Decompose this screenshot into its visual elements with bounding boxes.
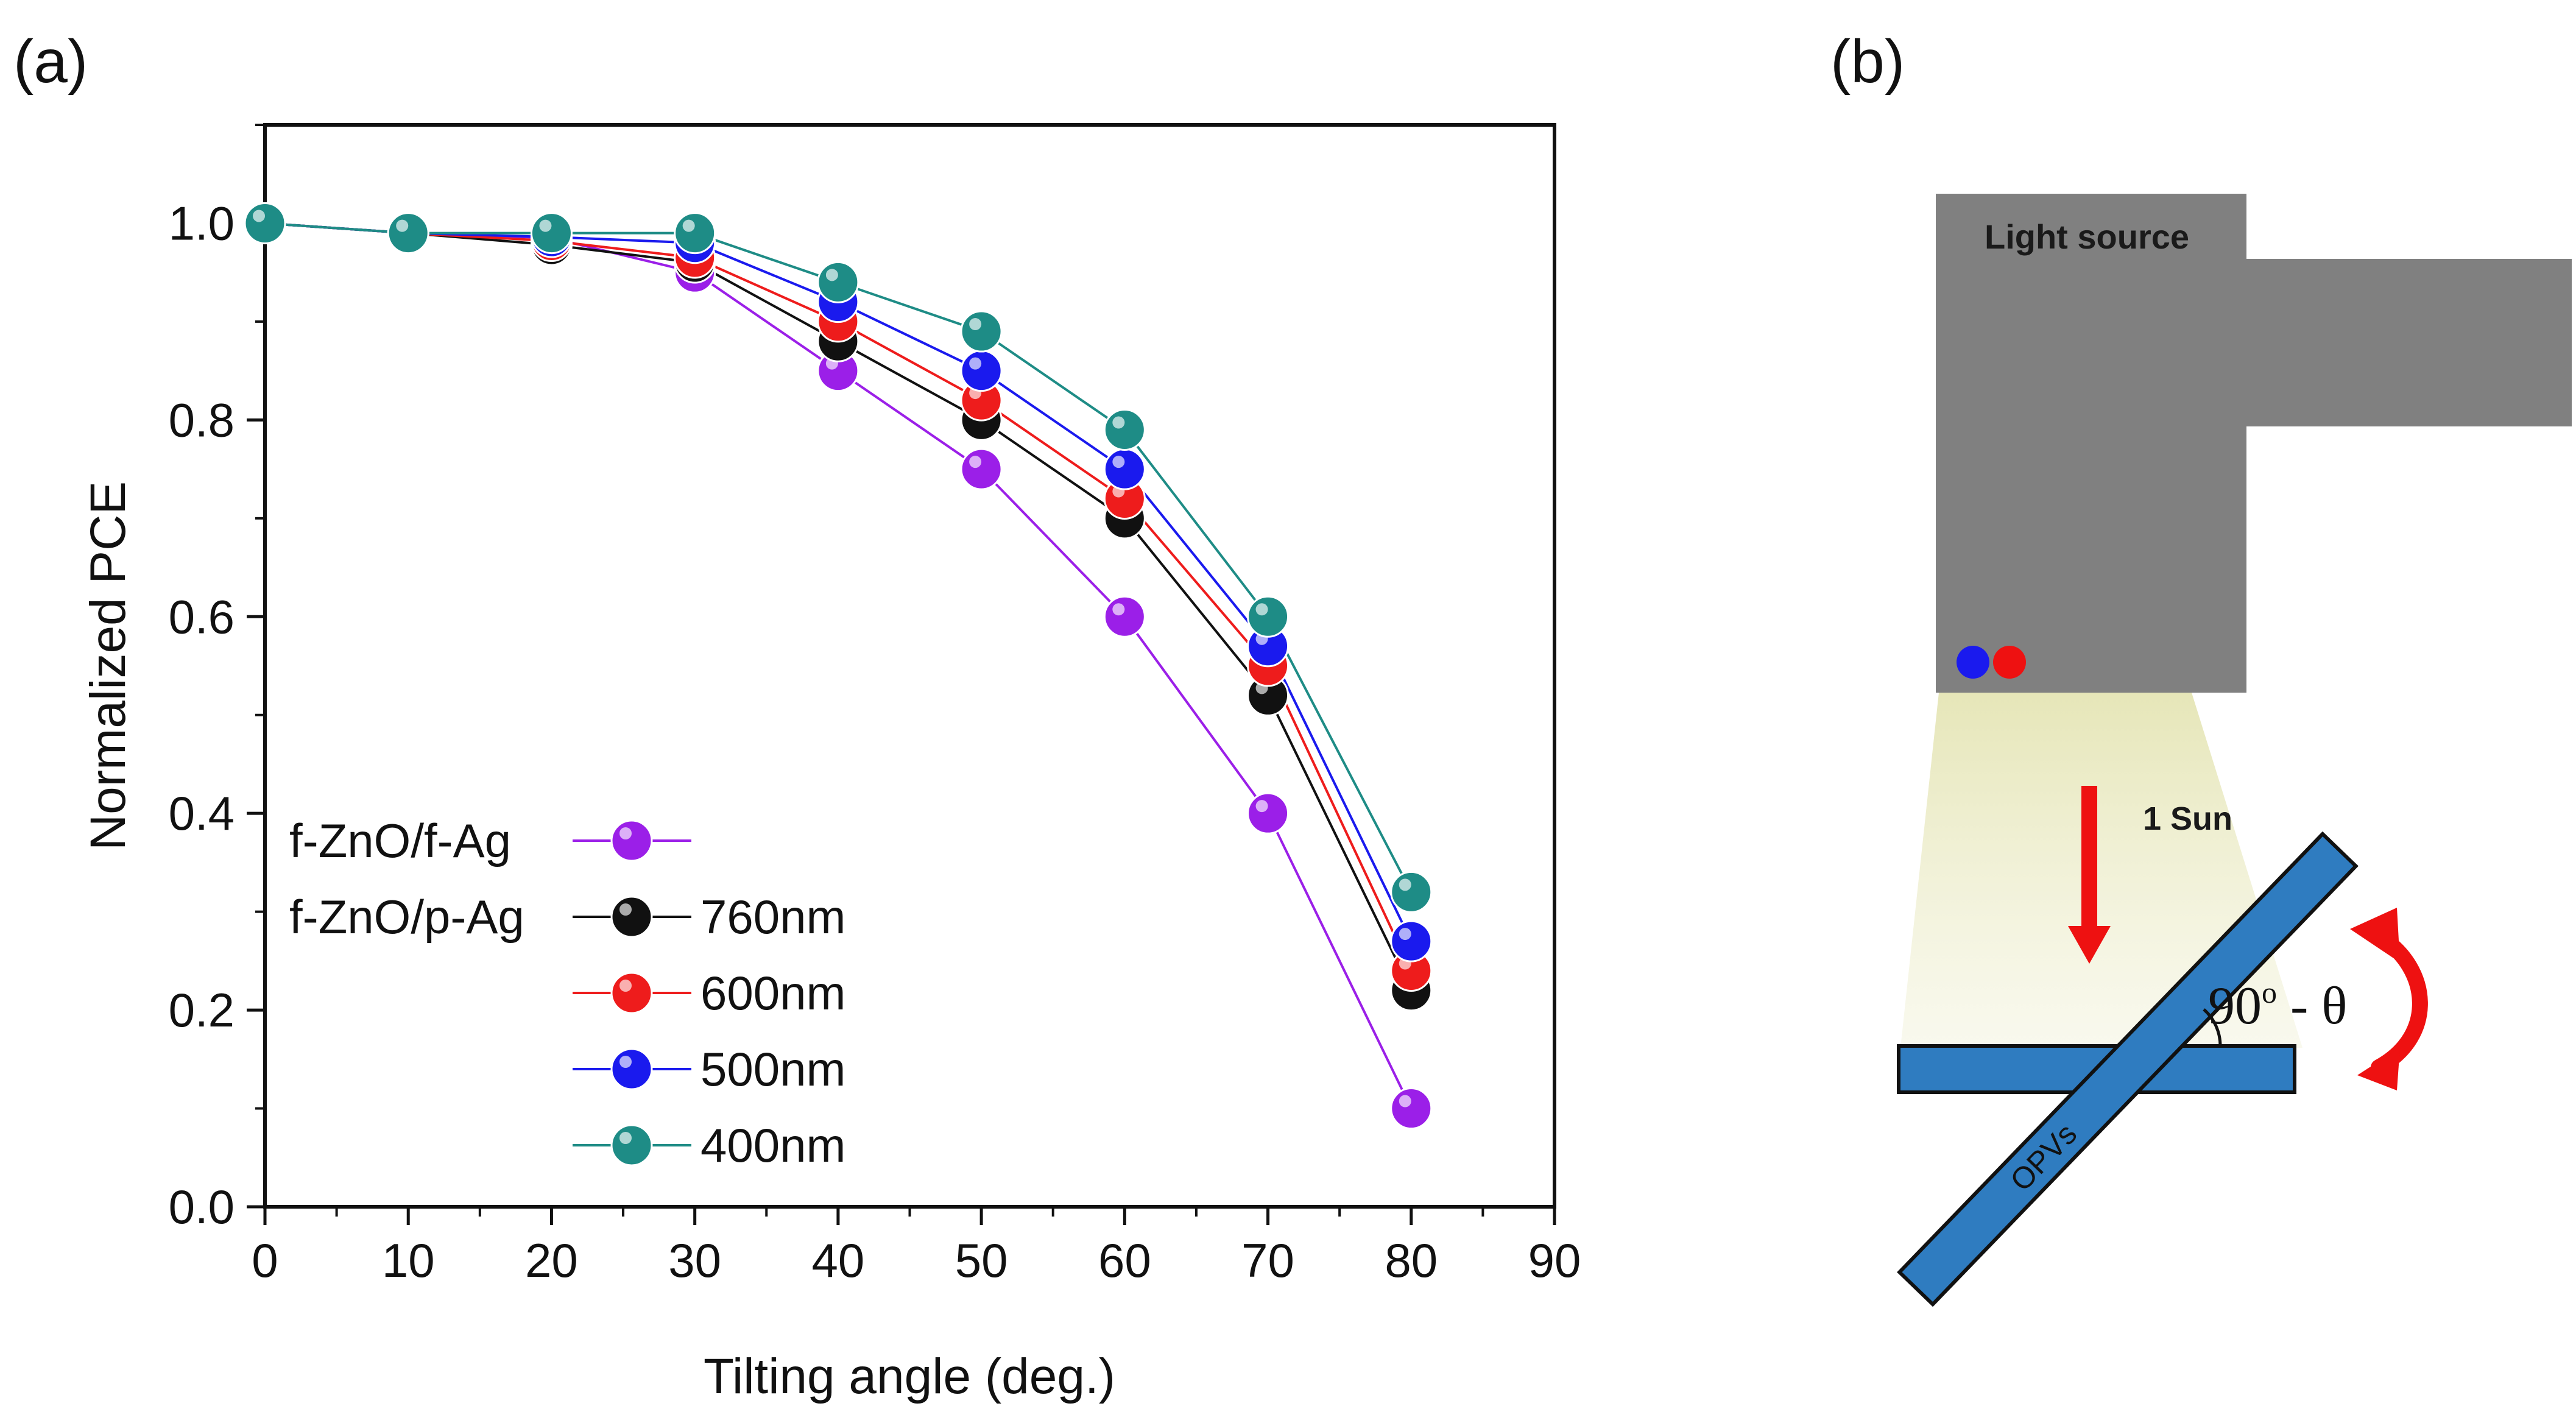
plot-frame bbox=[263, 123, 1556, 1209]
opv-tilted-plate: OPVs bbox=[1897, 831, 2359, 1307]
data-point bbox=[960, 350, 1003, 392]
light-source-label: Light source bbox=[1985, 217, 2189, 256]
legend-label: 600nm bbox=[700, 966, 846, 1020]
data-point bbox=[387, 212, 429, 255]
legend-marker bbox=[610, 819, 653, 862]
y-tick-label: 1.0 bbox=[169, 196, 235, 250]
legend-marker bbox=[610, 972, 653, 1014]
y-tick-label: 0.6 bbox=[169, 590, 235, 643]
legend-label: 500nm bbox=[700, 1042, 846, 1096]
data-point bbox=[960, 310, 1003, 353]
panel-a-label: (a) bbox=[13, 27, 88, 96]
data-point bbox=[530, 212, 573, 255]
data-point bbox=[1247, 792, 1290, 835]
angle-label: 90o - θ bbox=[2208, 975, 2347, 1036]
data-point bbox=[1247, 674, 1290, 716]
data-point bbox=[1390, 871, 1433, 913]
panel-b-label: (b) bbox=[1830, 27, 1905, 96]
y-tick-label: 0.2 bbox=[169, 983, 235, 1037]
legend-group-label: f-ZnO/f-Ag bbox=[289, 814, 511, 867]
chart-panel-a: 0 10 20 30 40 50 60 70 80 90 0.0 0.2 0.4 0.6 0.8 1.0 f… bbox=[80, 123, 1581, 1404]
y-tick-label: 0.4 bbox=[169, 786, 235, 840]
data-point bbox=[674, 212, 716, 255]
rotation-arrow-icon bbox=[2350, 908, 2428, 1090]
y-tick-label: 0.0 bbox=[169, 1180, 235, 1234]
series-points bbox=[244, 202, 1433, 1130]
x-axis-ticks: 0 10 20 30 40 50 60 70 80 90 bbox=[252, 1207, 1581, 1287]
blue-dot bbox=[1957, 646, 1989, 679]
x-tick-label: 80 bbox=[1385, 1234, 1438, 1287]
x-tick-label: 0 bbox=[252, 1234, 278, 1287]
data-point bbox=[1390, 920, 1433, 963]
legend-marker bbox=[610, 1124, 653, 1167]
x-tick-label: 20 bbox=[525, 1234, 578, 1287]
red-dot bbox=[1993, 646, 2026, 679]
data-point bbox=[817, 350, 859, 392]
data-point bbox=[1103, 448, 1146, 490]
data-point bbox=[1247, 595, 1290, 638]
data-point bbox=[817, 261, 859, 303]
x-tick-label: 30 bbox=[668, 1234, 721, 1287]
legend-label: 400nm bbox=[700, 1118, 846, 1172]
data-point bbox=[1390, 1087, 1433, 1130]
x-tick-label: 70 bbox=[1241, 1234, 1294, 1287]
y-axis-label: Normalized PCE bbox=[80, 481, 136, 850]
x-tick-label: 40 bbox=[812, 1234, 865, 1287]
data-point bbox=[1103, 595, 1146, 638]
angle-arc bbox=[2203, 1008, 2222, 1047]
data-point bbox=[960, 448, 1003, 490]
legend-label: 760nm bbox=[700, 890, 846, 944]
tilt-setup-diagram: Light source 1 Sun OPVs 90o - θ bbox=[1897, 194, 2572, 1307]
sun-arrow-icon bbox=[2068, 786, 2111, 964]
data-point bbox=[1103, 409, 1146, 451]
x-tick-label: 10 bbox=[382, 1234, 435, 1287]
legend-marker bbox=[610, 1048, 653, 1090]
x-tick-label: 60 bbox=[1098, 1234, 1151, 1287]
sun-label: 1 Sun bbox=[2143, 800, 2232, 837]
light-source-housing bbox=[1936, 194, 2572, 693]
x-axis-label: Tilting angle (deg.) bbox=[704, 1349, 1115, 1404]
data-point bbox=[244, 202, 286, 244]
legend: f-ZnO/f-Ag f-ZnO/p-Ag 760nm 600nm 500nm 400nm bbox=[289, 814, 846, 1172]
y-axis-ticks: 0.0 0.2 0.4 0.6 0.8 1.0 bbox=[169, 124, 265, 1234]
x-tick-label: 90 bbox=[1528, 1234, 1581, 1287]
x-tick-label: 50 bbox=[955, 1234, 1008, 1287]
y-tick-label: 0.8 bbox=[169, 393, 235, 447]
legend-group-label: f-ZnO/p-Ag bbox=[289, 890, 524, 944]
legend-marker bbox=[610, 895, 653, 938]
